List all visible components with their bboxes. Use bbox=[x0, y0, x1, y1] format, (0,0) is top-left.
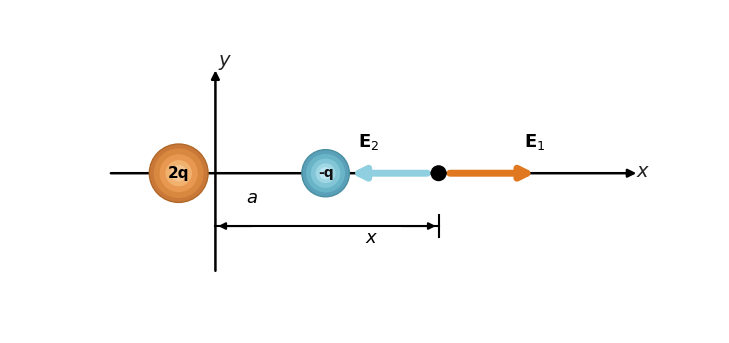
Ellipse shape bbox=[171, 165, 187, 181]
Text: 2q: 2q bbox=[168, 166, 190, 181]
Text: E$_2$: E$_2$ bbox=[359, 132, 380, 152]
Text: E$_1$: E$_1$ bbox=[524, 132, 545, 152]
Ellipse shape bbox=[149, 144, 208, 202]
Text: -q: -q bbox=[318, 166, 333, 180]
Text: x: x bbox=[636, 162, 648, 181]
Text: y: y bbox=[218, 51, 230, 70]
Ellipse shape bbox=[160, 154, 198, 192]
Ellipse shape bbox=[154, 149, 203, 198]
Ellipse shape bbox=[306, 154, 345, 192]
Ellipse shape bbox=[432, 166, 446, 180]
Ellipse shape bbox=[316, 163, 335, 183]
Ellipse shape bbox=[311, 158, 340, 188]
Text: x: x bbox=[365, 229, 376, 247]
Ellipse shape bbox=[165, 160, 192, 186]
Ellipse shape bbox=[302, 150, 349, 197]
Text: a: a bbox=[246, 189, 257, 207]
Ellipse shape bbox=[319, 167, 332, 179]
